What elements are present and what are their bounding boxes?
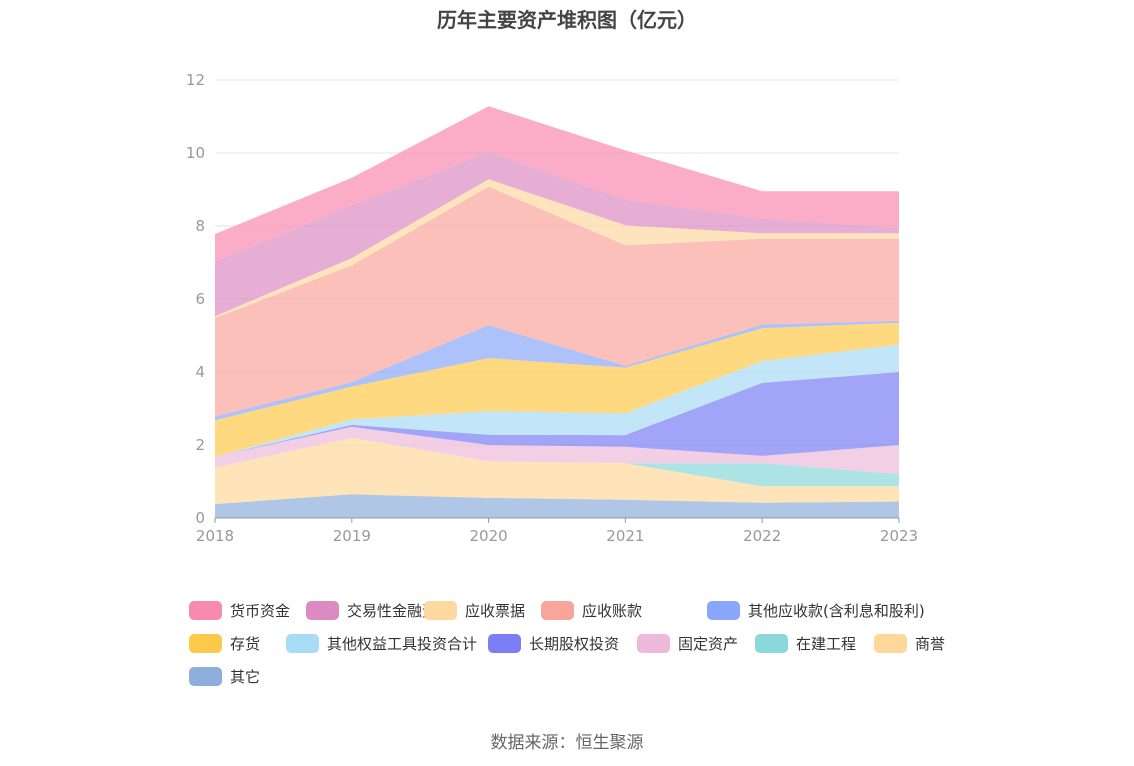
legend-swatch [424, 600, 457, 620]
x-tick-label: 2022 [743, 527, 781, 545]
y-tick-label: 2 [195, 436, 205, 454]
y-tick-label: 12 [186, 71, 205, 89]
legend-item[interactable]: 货币资金 [189, 598, 290, 622]
x-tick-label: 2020 [470, 527, 508, 545]
legend-swatch [488, 633, 521, 653]
area-series-10 [215, 151, 899, 317]
area-series-1 [215, 437, 899, 505]
area-series-3 [215, 426, 899, 475]
y-tick-label: 4 [195, 363, 205, 381]
legend-swatch [189, 633, 222, 653]
legend-label: 其他应收款(含利息和股利) [748, 601, 925, 620]
stacked-area-chart: 0 2 4 6 8 10 12 2018 2019 2020 2021 2022 2023 [186, 71, 918, 545]
legend-item[interactable]: 应收票据 [424, 598, 525, 622]
legend-swatch [637, 633, 670, 653]
legend-label: 其他权益工具投资合计 [327, 634, 478, 653]
legend-label: 货币资金 [230, 601, 291, 620]
area-series-8 [215, 186, 899, 417]
legend-item[interactable]: 应收账款 [541, 598, 642, 622]
legend-swatch [286, 633, 319, 653]
legend-item[interactable]: 长期股权投资 [488, 631, 619, 655]
legend-swatch [189, 600, 222, 620]
area-series-4 [215, 372, 899, 457]
legend-item[interactable]: 其他应收款(含利息和股利) [707, 598, 925, 622]
legend-item[interactable]: 商誉 [874, 631, 945, 655]
y-tick-label: 8 [195, 217, 205, 235]
legend-label: 应收票据 [465, 601, 526, 620]
x-tick-label: 2021 [606, 527, 644, 545]
area-series-6 [215, 322, 899, 457]
legend-item[interactable]: 其它 [189, 664, 260, 688]
area-series-11 [215, 106, 899, 262]
legend-item[interactable]: 在建工程 [755, 631, 856, 655]
legend-label: 固定资产 [678, 634, 739, 653]
legend-swatch [755, 633, 788, 653]
legend-label: 应收账款 [582, 601, 643, 620]
x-tick-label: 2019 [333, 527, 371, 545]
legend-swatch [189, 666, 222, 686]
legend-label: 在建工程 [796, 634, 857, 653]
area-series-2 [215, 437, 899, 487]
x-tick-label: 2018 [196, 527, 234, 545]
legend-label: 商誉 [915, 634, 946, 653]
legend-label: 其它 [230, 667, 261, 686]
chart-title: 历年主要资产堆积图（亿元） [437, 8, 697, 32]
legend-label: 长期股权投资 [529, 634, 620, 653]
y-tick-label: 10 [186, 144, 205, 162]
area-series-0 [215, 494, 899, 518]
legend-swatch [707, 600, 740, 620]
legend-item[interactable]: 固定资产 [637, 631, 738, 655]
area-series-5 [215, 344, 899, 457]
y-tick-label: 0 [195, 509, 205, 527]
legend-swatch [306, 600, 339, 620]
x-tick-label: 2023 [880, 527, 918, 545]
legend-swatch [874, 633, 907, 653]
data-source-note: 数据来源：恒生聚源 [490, 733, 644, 753]
legend-item[interactable]: 其他权益工具投资合计 [286, 631, 477, 655]
legend-item[interactable]: 存货 [189, 631, 260, 655]
area-series-9 [215, 179, 899, 318]
legend-label: 存货 [230, 634, 261, 653]
legend-swatch [541, 600, 574, 620]
y-tick-label: 6 [195, 290, 205, 308]
